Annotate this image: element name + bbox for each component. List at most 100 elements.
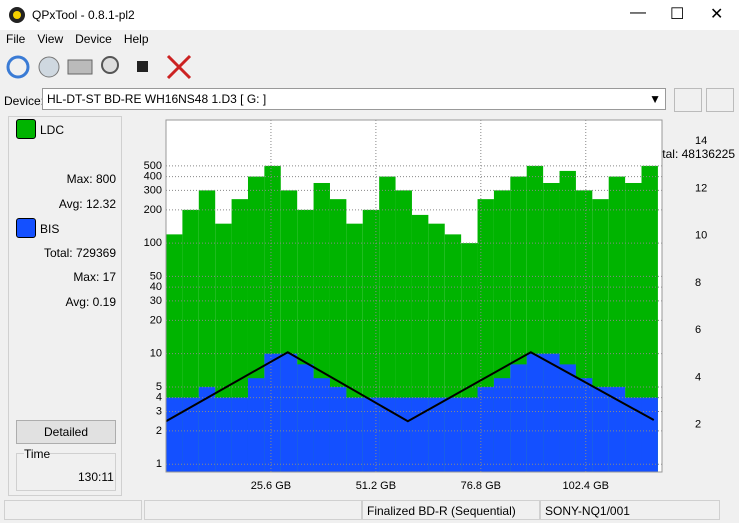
tools-icon[interactable] (166, 54, 192, 80)
y2-tick-label: 6 (695, 324, 701, 336)
bar-bis (493, 378, 511, 472)
y-tick-label: 20 (150, 314, 162, 326)
menu-item[interactable]: File (6, 32, 26, 46)
bar-bis (379, 397, 396, 472)
bis-max: Max: 17 (73, 270, 116, 284)
bar-bis (313, 378, 330, 472)
bar-bis (231, 397, 248, 472)
stop-icon[interactable] (137, 61, 148, 72)
bar-bis (346, 397, 363, 472)
dropdown-arrow: ▼ (649, 92, 661, 106)
bar-bis (247, 378, 265, 472)
y-tick-label: 30 (150, 295, 162, 307)
disc-icon[interactable] (38, 56, 60, 78)
drive-icon[interactable] (67, 59, 93, 75)
close[interactable]: ✕ (710, 6, 724, 23)
y-tick-label: 50 (150, 270, 162, 282)
bis-total: Total: 729369 (43, 246, 116, 260)
bar-bis (264, 353, 281, 472)
y-tick-label: 40 (150, 281, 162, 293)
y2-tick-label: 10 (695, 230, 707, 242)
y2-tick-label: 8 (695, 277, 701, 289)
stats-panel (8, 116, 122, 496)
window-title: QPxTool - 0.8.1-pl2 (32, 8, 135, 22)
device-select[interactable]: HL-DT-ST BD-RE WH16NS48 1.D3 [ G: ] ▼ (42, 88, 666, 110)
plot-border (165, 119, 663, 473)
y-tick-label: 100 (144, 237, 162, 249)
y-tick-label: 500 (144, 160, 162, 172)
bis-avg: Avg: 0.19 (65, 295, 116, 309)
status-disc: Finalized BD-R (Sequential) (362, 500, 540, 520)
ldc-avg: Avg: 12.32 (58, 197, 116, 211)
bar-bis (461, 397, 478, 472)
y-tick-label: 2 (156, 425, 162, 437)
menu-item[interactable]: Device (75, 32, 112, 46)
bar-bis (362, 397, 380, 472)
bis-swatch (16, 218, 36, 238)
bar-bis (428, 397, 445, 472)
bar-bis (592, 386, 609, 472)
menu-item[interactable]: View (37, 32, 64, 46)
refresh-icon[interactable] (6, 55, 30, 79)
app-icon (9, 7, 25, 23)
chart: 1234510203040501002003004005002468101214… (144, 119, 707, 492)
x-tick-label: 102.4 GB (563, 480, 609, 492)
bar-bis (510, 364, 527, 472)
bar-bis (608, 386, 626, 472)
x-tick-label: 25.6 GB (251, 480, 291, 492)
y2-tick-label: 14 (695, 135, 707, 147)
bar-bis (444, 397, 462, 472)
bar-bis (329, 386, 347, 472)
y2-tick-label: 4 (695, 371, 701, 383)
bar-bis (641, 397, 658, 472)
time-box (16, 453, 116, 491)
bis-name: BIS (40, 222, 60, 236)
title-bar: QPxTool - 0.8.1-pl2 — ☐ ✕ (0, 0, 739, 30)
detailed-button[interactable]: Detailed (16, 420, 116, 444)
y-tick-label: 400 (144, 170, 162, 182)
maximize[interactable]: ☐ (670, 6, 685, 23)
bar-bis (559, 364, 576, 472)
menu-bar: File View Device Help (6, 32, 161, 46)
bar-bis (625, 397, 642, 472)
status-media: SONY-NQ1/001 (540, 500, 720, 520)
y-tick-label: 200 (144, 204, 162, 216)
ldc-swatch (16, 119, 36, 139)
bar-bis (182, 397, 199, 472)
y2-tick-label: 2 (695, 419, 701, 431)
bar-bis (477, 386, 494, 472)
bar-ldc (641, 165, 658, 472)
search-icon[interactable] (101, 56, 119, 74)
eject-button[interactable] (674, 88, 702, 112)
bar-bis (280, 353, 298, 472)
bar-bis (166, 397, 183, 472)
y-tick-label: 300 (144, 184, 162, 196)
bar-bis (575, 378, 593, 472)
x-tick-label: 51.2 GB (356, 480, 396, 492)
minimize[interactable]: — (630, 4, 646, 21)
device-value: HL-DT-ST BD-RE WH16NS48 1.D3 [ G: ] (47, 92, 267, 106)
bar-bis (215, 397, 232, 472)
time-label: Time (24, 447, 51, 461)
bar-bis (395, 397, 412, 472)
bar-bis (411, 397, 429, 472)
y2-tick-label: 12 (695, 182, 707, 194)
time-value: 130:11 (78, 470, 114, 484)
y-tick-label: 5 (156, 381, 162, 393)
status-cell (4, 500, 142, 520)
y-tick-label: 4 (156, 392, 162, 404)
bar-bis (297, 364, 314, 472)
y-tick-label: 10 (150, 348, 162, 360)
y-tick-label: 3 (156, 405, 162, 417)
lock-button[interactable] (706, 88, 734, 112)
bar-bis (543, 353, 560, 472)
y-tick-label: 1 (156, 458, 162, 470)
toolbar (6, 54, 192, 80)
bar-bis (526, 353, 544, 472)
speed-line (165, 351, 655, 423)
ldc-name: LDC (40, 123, 65, 137)
status-cell (144, 500, 362, 520)
menu-item[interactable]: Help (123, 32, 149, 46)
bar-bis (198, 386, 216, 472)
